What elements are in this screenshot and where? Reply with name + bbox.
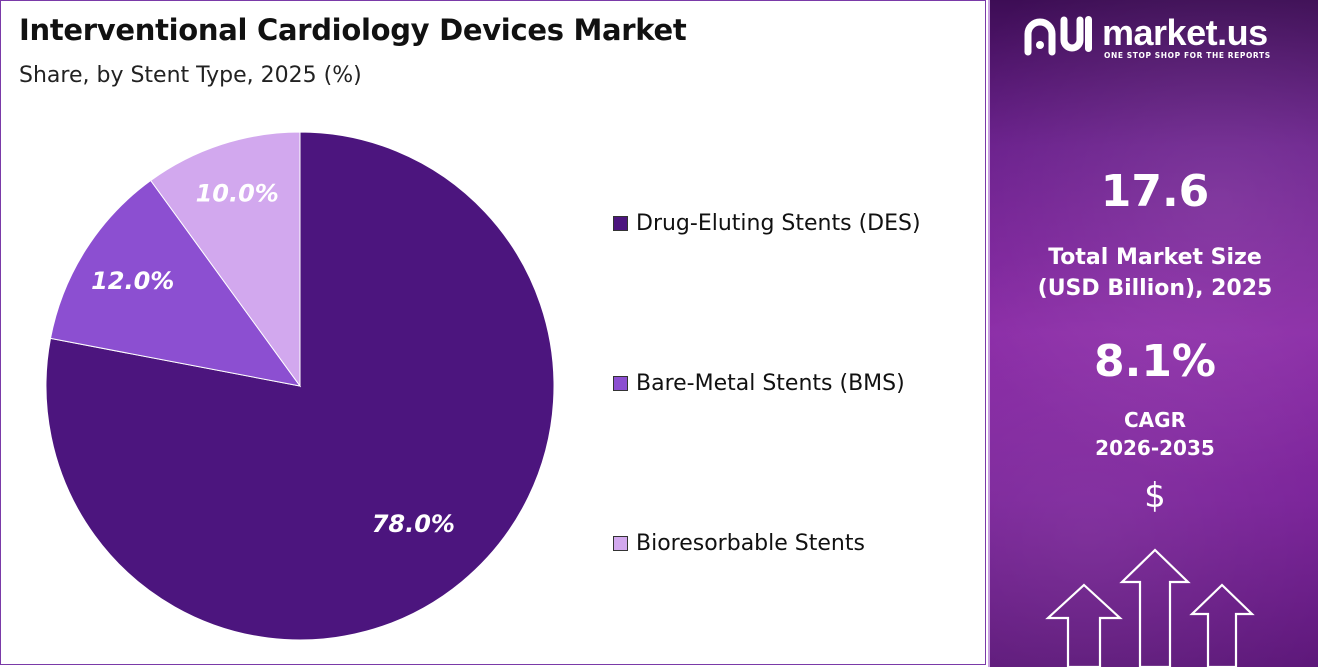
market-us-logo-icon (1024, 16, 1092, 56)
brand-name: market.us (1102, 12, 1268, 53)
chart-subtitle: Share, by Stent Type, 2025 (%) (19, 63, 362, 88)
market-size-label-line1: Total Market Size (1048, 245, 1262, 270)
legend-item-bioresorbable: Bioresorbable Stents (613, 531, 865, 556)
pie-slice-bioresorbable (150, 131, 301, 388)
legend-swatch-des (613, 216, 628, 231)
growth-arrows (1045, 548, 1255, 667)
chart-area: Interventional Cardiology Devices Market… (0, 0, 986, 665)
up-arrow-icon (1045, 583, 1123, 667)
chart-title: Interventional Cardiology Devices Market (19, 13, 687, 47)
legend-label-bms: Bare-Metal Stents (BMS) (636, 371, 905, 396)
brand-tagline: ONE STOP SHOP FOR THE REPORTS (1104, 51, 1271, 60)
summary-panel: market.us ONE STOP SHOP FOR THE REPORTS … (988, 0, 1318, 667)
legend-swatch-bioresorbable (613, 536, 628, 551)
legend-swatch-bms (613, 376, 628, 391)
up-arrow-icon (1119, 548, 1191, 667)
brand-logo: market.us ONE STOP SHOP FOR THE REPORTS (1024, 12, 1314, 62)
cagr-value: 8.1% (1093, 336, 1217, 387)
cagr-label-line2: 2026-2035 (1095, 436, 1215, 460)
up-arrow-icon (1189, 583, 1255, 667)
slice-label-des: 78.0% (372, 510, 455, 538)
slice-label-bms: 12.0% (91, 267, 174, 295)
market-size-label-line2: (USD Billion), 2025 (1037, 276, 1273, 301)
cagr-label-line1: CAGR (1124, 408, 1186, 432)
panel-background (990, 0, 1318, 667)
dollar-icon: $ (1144, 476, 1166, 516)
pie-chart: 78.0% 12.0% 10.0% (45, 131, 555, 641)
legend-item-des: Drug-Eluting Stents (DES) (613, 211, 921, 236)
pie-slice-bms (49, 179, 302, 387)
legend-label-bioresorbable: Bioresorbable Stents (636, 531, 865, 556)
legend-item-bms: Bare-Metal Stents (BMS) (613, 371, 905, 396)
slice-label-bioresorbable: 10.0% (196, 180, 279, 208)
legend-label-des: Drug-Eluting Stents (DES) (636, 211, 921, 236)
market-size-value: 17.6 (1100, 166, 1210, 217)
